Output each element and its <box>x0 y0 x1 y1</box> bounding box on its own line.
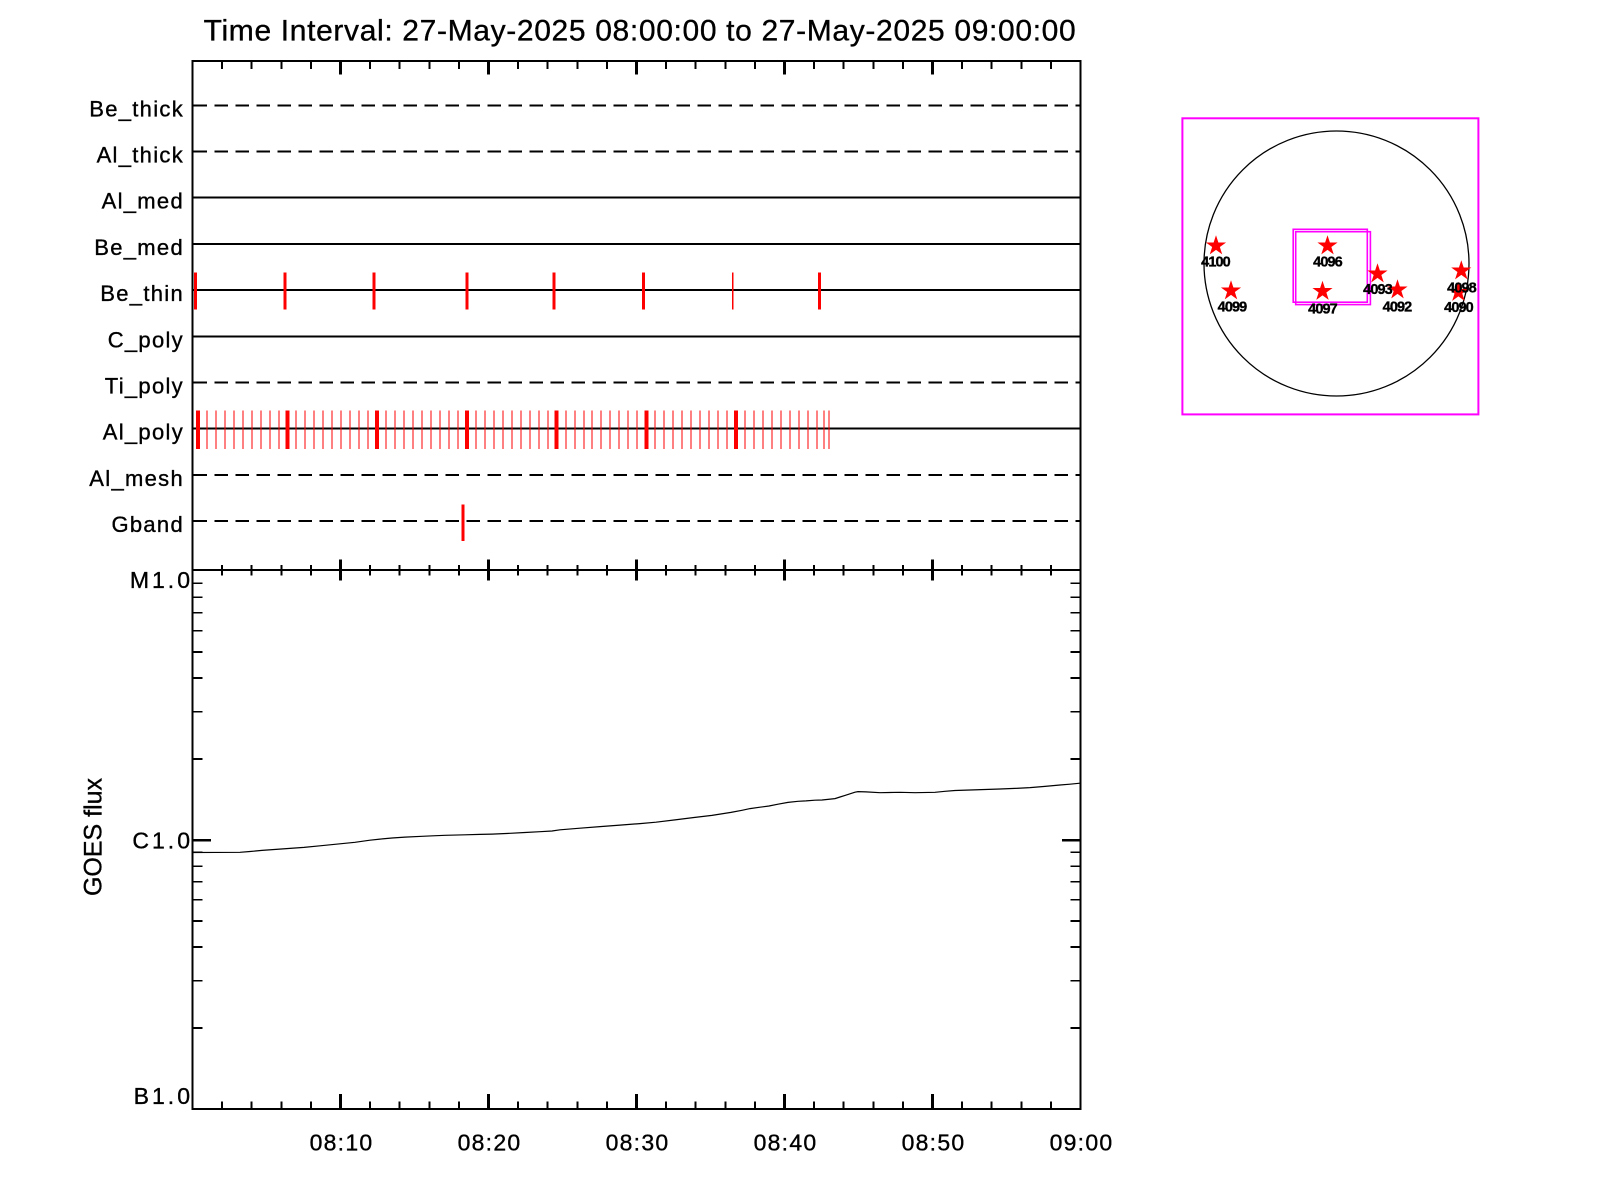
svg-text:Al_thick: Al_thick <box>97 143 184 168</box>
svg-text:08:20: 08:20 <box>458 1130 522 1156</box>
svg-text:09:00: 09:00 <box>1050 1130 1114 1156</box>
svg-text:Be_med: Be_med <box>94 235 184 260</box>
svg-text:Be_thick: Be_thick <box>89 96 184 121</box>
svg-text:C_poly: C_poly <box>108 327 184 352</box>
svg-text:GOES flux: GOES flux <box>80 777 108 896</box>
svg-text:Al_med: Al_med <box>102 189 184 214</box>
svg-text:4099: 4099 <box>1218 299 1247 315</box>
svg-text:4097: 4097 <box>1308 301 1337 317</box>
svg-text:Al_mesh: Al_mesh <box>89 466 184 491</box>
svg-text:4100: 4100 <box>1201 255 1230 271</box>
svg-text:4093: 4093 <box>1363 282 1392 298</box>
svg-text:M1.0: M1.0 <box>130 567 193 593</box>
svg-text:4096: 4096 <box>1313 255 1342 271</box>
svg-text:08:30: 08:30 <box>606 1130 670 1156</box>
svg-text:Time Interval: 27-May-2025 08:: Time Interval: 27-May-2025 08:00:00 to 2… <box>204 15 1077 48</box>
svg-text:C1.0: C1.0 <box>132 827 193 853</box>
svg-text:08:40: 08:40 <box>754 1130 818 1156</box>
svg-text:Al_poly: Al_poly <box>103 420 184 445</box>
svg-text:4092: 4092 <box>1383 299 1412 315</box>
svg-text:08:10: 08:10 <box>310 1130 374 1156</box>
svg-text:08:50: 08:50 <box>902 1130 966 1156</box>
svg-text:B1.0: B1.0 <box>134 1083 193 1109</box>
svg-text:4098: 4098 <box>1447 280 1476 296</box>
svg-text:4090: 4090 <box>1444 300 1473 316</box>
svg-text:Be_thin: Be_thin <box>100 281 184 306</box>
svg-text:Ti_poly: Ti_poly <box>105 374 184 399</box>
svg-text:Gband: Gband <box>111 512 184 537</box>
